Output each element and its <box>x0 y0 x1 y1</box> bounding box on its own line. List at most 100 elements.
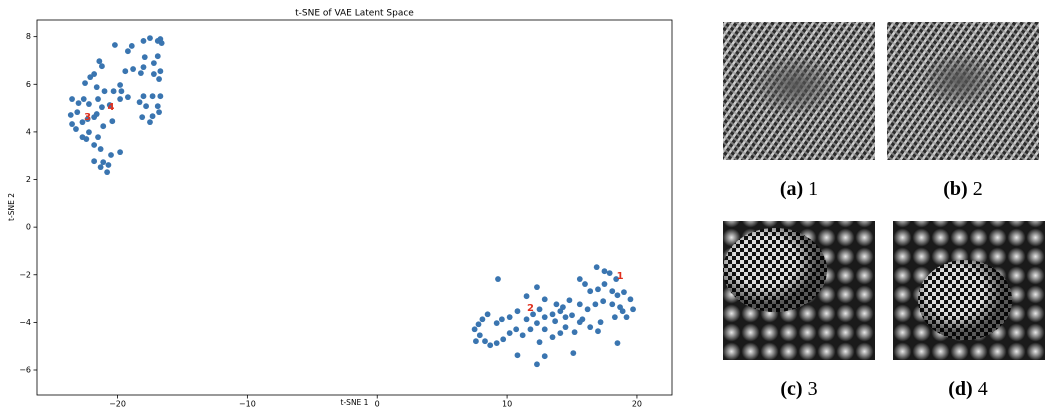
point <box>506 314 513 321</box>
point <box>473 338 479 345</box>
point <box>96 58 103 65</box>
point <box>587 288 594 295</box>
point <box>613 276 620 282</box>
point <box>523 293 530 300</box>
caption-label: (b) <box>943 178 967 200</box>
point <box>471 326 478 333</box>
point <box>147 119 153 126</box>
point <box>137 70 144 76</box>
point <box>619 308 626 315</box>
point <box>112 42 118 48</box>
point <box>149 113 156 120</box>
point <box>566 297 573 304</box>
point <box>621 289 627 296</box>
point <box>156 76 162 82</box>
point <box>69 96 75 102</box>
point <box>149 93 156 100</box>
x-tick-label: −20 <box>109 400 126 409</box>
point <box>67 112 74 118</box>
point <box>541 326 548 333</box>
point <box>106 102 113 108</box>
point <box>91 142 98 148</box>
point <box>140 64 147 71</box>
point <box>124 48 131 55</box>
point <box>476 332 483 339</box>
point <box>541 314 548 321</box>
point <box>623 314 630 321</box>
plot-frame <box>36 19 673 396</box>
point <box>562 314 569 321</box>
point <box>136 99 143 106</box>
point <box>584 306 591 313</box>
point <box>506 330 513 336</box>
point <box>150 60 157 66</box>
caption-text: 2 <box>973 178 983 200</box>
y-tick-label: 0 <box>26 223 31 232</box>
point <box>600 298 607 305</box>
point <box>614 292 621 299</box>
chart-title: t-SNE of VAE Latent Space <box>295 9 414 19</box>
point <box>557 330 564 336</box>
point <box>139 114 146 121</box>
point <box>74 109 81 116</box>
caption-text: 4 <box>978 378 988 400</box>
point <box>99 104 105 111</box>
point <box>601 281 608 287</box>
point <box>475 321 482 328</box>
point <box>576 301 583 308</box>
point <box>104 169 111 176</box>
y-axis-label: t-SNE 2 <box>7 193 16 221</box>
annotation: 4 <box>108 102 115 113</box>
x-tick-label: −10 <box>239 400 256 409</box>
point <box>97 164 104 171</box>
point <box>570 350 577 356</box>
point <box>479 316 486 323</box>
point <box>147 35 153 41</box>
point <box>117 82 124 88</box>
point <box>143 103 149 110</box>
point <box>140 38 147 44</box>
point <box>534 320 540 326</box>
point <box>484 311 491 318</box>
point <box>595 328 601 335</box>
point <box>100 123 107 130</box>
point <box>549 334 556 341</box>
point <box>82 80 88 86</box>
point <box>571 329 578 336</box>
point <box>122 68 129 75</box>
point <box>519 332 526 339</box>
x-tick-label: 10 <box>502 400 512 409</box>
caption-label: (c) <box>780 378 802 400</box>
point <box>597 319 604 326</box>
figure-caption: (b) 2 <box>943 178 982 200</box>
point <box>534 361 540 368</box>
point <box>592 301 599 308</box>
point <box>606 270 613 276</box>
y-tick-label: −4 <box>19 318 31 327</box>
point <box>523 316 530 323</box>
image-c <box>723 221 875 360</box>
x-axis-label: t-SNE 1 <box>341 398 369 407</box>
point <box>536 306 543 313</box>
point <box>100 159 107 166</box>
point <box>140 93 147 100</box>
point <box>541 353 548 360</box>
point <box>530 311 536 318</box>
point <box>69 121 75 127</box>
point <box>87 74 94 81</box>
point <box>91 158 98 165</box>
point <box>609 288 616 295</box>
y-tick-label: 6 <box>26 80 31 89</box>
point <box>109 118 116 125</box>
point <box>495 276 501 282</box>
point <box>527 326 534 333</box>
point <box>487 342 494 349</box>
point <box>91 71 98 77</box>
point <box>118 88 125 95</box>
point <box>80 96 87 102</box>
point <box>157 68 164 75</box>
image-b <box>887 22 1039 160</box>
image-d <box>893 221 1045 360</box>
y-tick-label: −2 <box>19 270 31 279</box>
point <box>154 53 161 60</box>
